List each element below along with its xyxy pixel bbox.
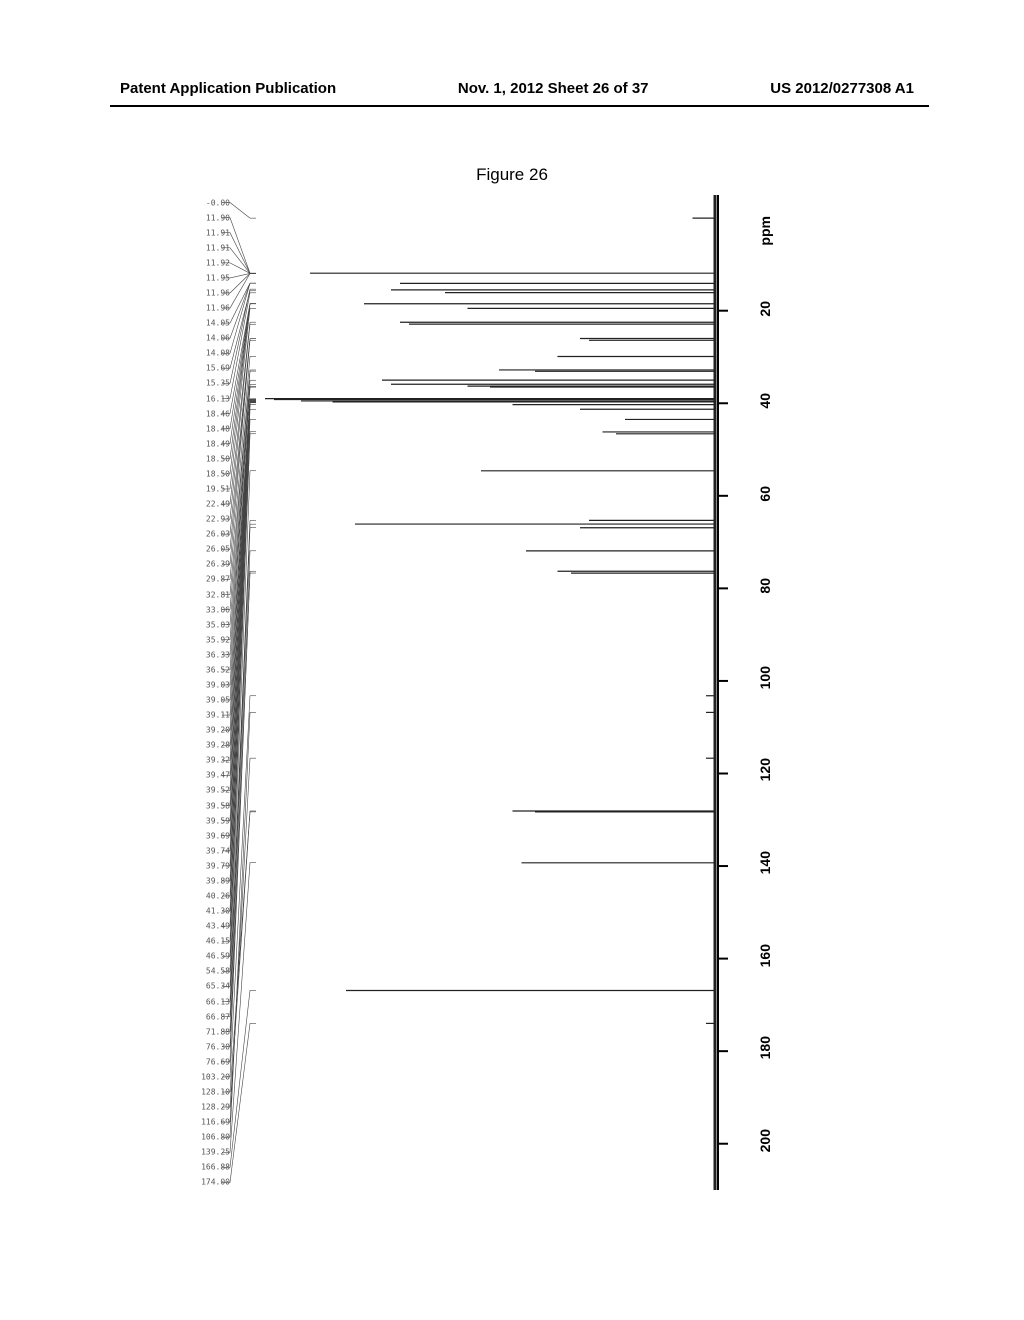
peak-value-label: 76.69: [206, 1057, 230, 1066]
peak-value-label: 39.28: [206, 741, 230, 750]
peak-value-label: 29.87: [206, 575, 230, 584]
peak-value-label: 11.91: [206, 228, 230, 237]
peak-value-label: 35.03: [206, 620, 230, 629]
peak-value-label: 11.92: [206, 258, 230, 267]
peak-value-label: 166.88: [201, 1163, 230, 1172]
peak-value-label: 22.49: [206, 500, 230, 509]
axis-tick-label: 80: [757, 578, 773, 594]
peak-value-label: 15.69: [206, 364, 230, 373]
peak-value-label: 39.89: [206, 876, 230, 885]
peak-value-label: 128.29: [201, 1103, 230, 1112]
peak-value-label: 139.25: [201, 1148, 230, 1157]
peak-value-label: 39.52: [206, 786, 230, 795]
axis-area: ppm 20 40 60 80 100 120 140 160 180 200: [735, 195, 795, 1190]
header-center: Nov. 1, 2012 Sheet 26 of 37: [458, 80, 649, 97]
peak-value-label: 41.30: [206, 907, 230, 916]
peak-value-label: 11.96: [206, 304, 230, 313]
peak-value-label: 39.11: [206, 711, 230, 720]
peak-value-label: 39.47: [206, 771, 230, 780]
peak-value-label: 18.50: [206, 454, 230, 463]
peak-value-label: 11.91: [206, 243, 230, 252]
peak-value-label: 11.96: [206, 288, 230, 297]
peak-value-label: 26.05: [206, 545, 230, 554]
peak-value-label: 11.95: [206, 273, 230, 282]
peak-value-label: 116.69: [201, 1118, 230, 1127]
peak-value-label: 15.35: [206, 379, 230, 388]
peak-value-label: 35.92: [206, 635, 230, 644]
peak-value-label: 18.46: [206, 409, 230, 418]
peak-value-label: 40.26: [206, 892, 230, 901]
peak-value-label: 174.00: [201, 1178, 230, 1187]
axis-tick-label: 160: [757, 944, 773, 967]
peak-value-label: 46.59: [206, 952, 230, 961]
header-rule: [110, 105, 929, 107]
peak-value-label: 19.51: [206, 484, 230, 493]
peak-value-label: 71.88: [206, 1027, 230, 1036]
axis-tick-label: 120: [757, 758, 773, 781]
peak-value-label: 22.93: [206, 515, 230, 524]
peak-value-label: 66.87: [206, 1012, 230, 1021]
axis-tick-label: 180: [757, 1036, 773, 1059]
header-right: US 2012/0277308 A1: [770, 80, 914, 97]
axis-tick-label: 20: [757, 301, 773, 317]
peak-value-label: 65.34: [206, 982, 230, 991]
peak-value-label: 128.10: [201, 1088, 230, 1097]
peak-value-label: 66.13: [206, 997, 230, 1006]
nmr-spectrum: [145, 195, 775, 1190]
spectrum-svg: [145, 195, 775, 1190]
axis-tick-label: 140: [757, 851, 773, 874]
peak-value-label: 18.48: [206, 424, 230, 433]
figure-title: Figure 26: [0, 165, 1024, 185]
peak-value-label: 39.74: [206, 846, 230, 855]
page-header: Patent Application Publication Nov. 1, 2…: [0, 80, 1024, 97]
peak-value-label: 39.32: [206, 756, 230, 765]
axis-tick-label: 40: [757, 393, 773, 409]
axis-tick-label: 100: [757, 666, 773, 689]
peak-value-label: 39.05: [206, 696, 230, 705]
peak-value-label: 39.20: [206, 726, 230, 735]
header-left: Patent Application Publication: [120, 80, 336, 97]
peak-value-label: 33.06: [206, 605, 230, 614]
peak-value-label: 39.79: [206, 861, 230, 870]
peak-value-label: 36.33: [206, 650, 230, 659]
axis-tick-label: 60: [757, 486, 773, 502]
axis-unit-label: ppm: [757, 216, 773, 246]
peak-value-label: 18.50: [206, 469, 230, 478]
axis-tick-label: 200: [757, 1129, 773, 1152]
peak-value-label: 36.52: [206, 665, 230, 674]
peak-value-label: 46.15: [206, 937, 230, 946]
peak-value-label: 106.80: [201, 1133, 230, 1142]
peak-value-label: 39.58: [206, 801, 230, 810]
peak-value-label: 39.69: [206, 831, 230, 840]
peak-value-label: 11.90: [206, 213, 230, 222]
peak-value-label: 103.20: [201, 1072, 230, 1081]
peak-value-label: 76.30: [206, 1042, 230, 1051]
peak-value-label: -0.00: [206, 198, 230, 207]
peak-value-label: 39.03: [206, 680, 230, 689]
peak-value-label: 32.81: [206, 590, 230, 599]
peak-value-label: 26.39: [206, 560, 230, 569]
peak-value-label: 39.59: [206, 816, 230, 825]
peak-value-label: 54.58: [206, 967, 230, 976]
peak-value-label: 16.13: [206, 394, 230, 403]
peak-value-label: 26.03: [206, 530, 230, 539]
peak-value-label: 14.05: [206, 319, 230, 328]
peak-value-label: 14.08: [206, 349, 230, 358]
peak-label-column: -0.00 11.90 11.91 11.91 11.92 11.95 11.96 11.96…: [145, 195, 230, 1190]
peak-value-label: 14.06: [206, 334, 230, 343]
peak-value-label: 18.49: [206, 439, 230, 448]
peak-value-label: 43.49: [206, 922, 230, 931]
